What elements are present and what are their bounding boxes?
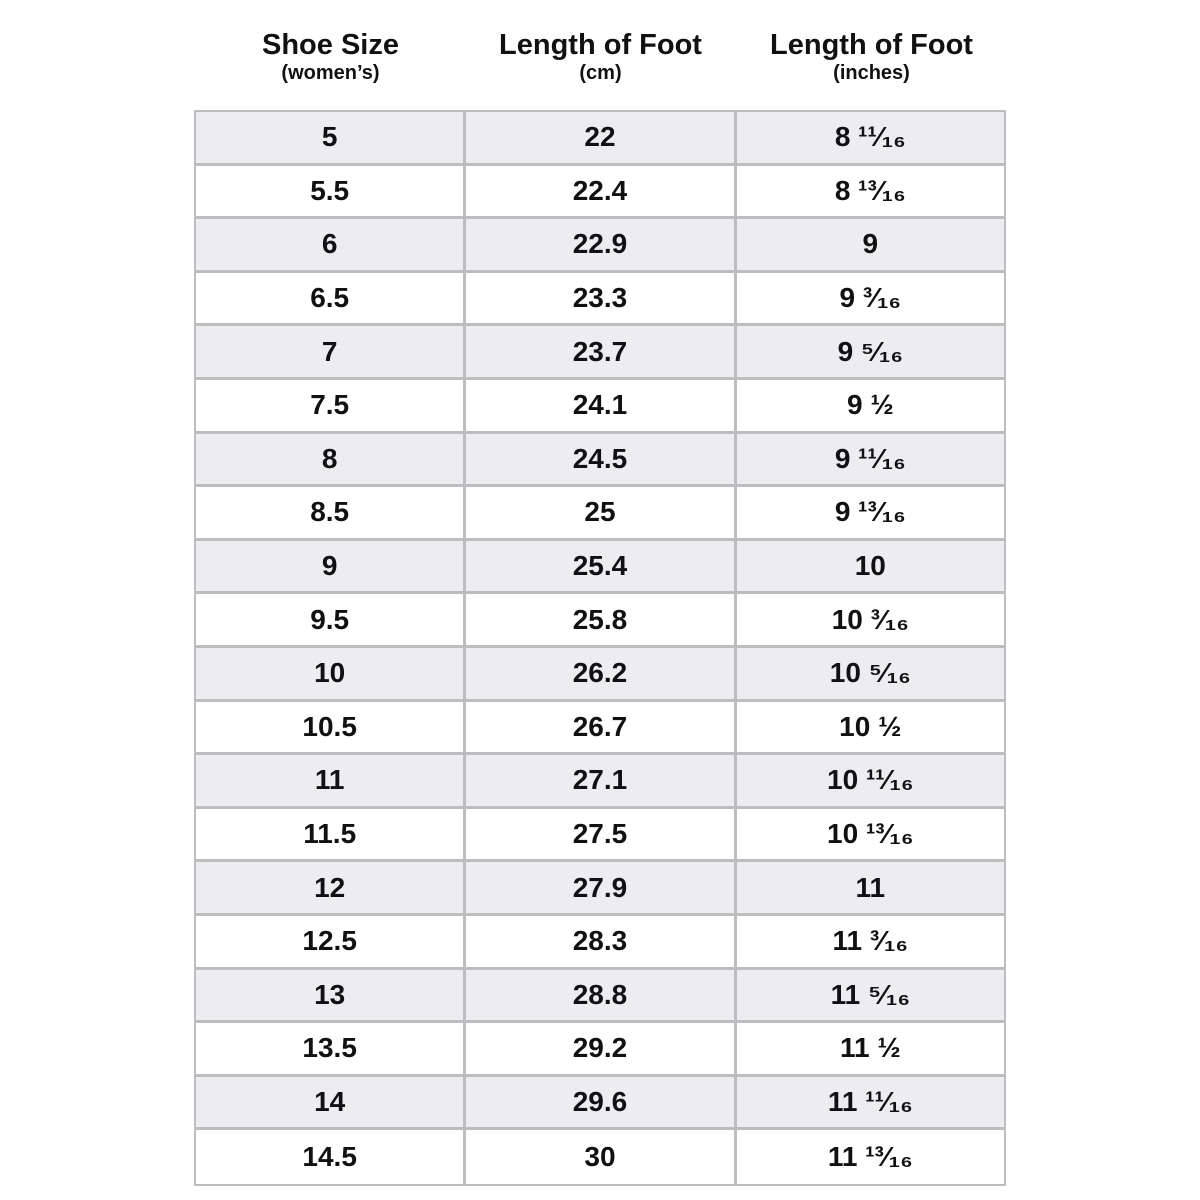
shoe-size-cell: 10 (196, 647, 464, 699)
length-cm-cell: 27.5 (463, 808, 734, 860)
table-row: 14.5 30 11 ¹³⁄₁₆ (196, 1130, 1004, 1184)
length-cm-cell: 24.5 (463, 433, 734, 485)
shoe-size-cell: 14.5 (196, 1130, 464, 1184)
length-cm-cell: 25.8 (463, 594, 734, 645)
length-inches-cell: 9 ⁵⁄₁₆ (733, 326, 1004, 377)
shoe-size-cell: 12 (196, 862, 464, 913)
length-cm-cell: 22 (463, 112, 734, 163)
length-inches-cell: 9 ³⁄₁₆ (733, 272, 1004, 324)
length-cm-cell: 26.2 (463, 647, 734, 699)
shoe-size-cell: 11 (196, 755, 464, 806)
shoe-size-cell: 8 (196, 433, 464, 485)
table-row: 13.5 29.2 11 ½ (196, 1023, 1004, 1077)
header-title: Length of Foot (499, 29, 702, 61)
shoe-size-cell: 6.5 (196, 272, 464, 324)
length-cm-cell: 22.9 (463, 219, 734, 270)
table-row: 5 22 8 ¹¹⁄₁₆ (196, 112, 1004, 166)
table-row: 6.5 23.3 9 ³⁄₁₆ (196, 272, 1004, 327)
table-row: 6 22.9 9 (196, 219, 1004, 273)
shoe-size-cell: 9.5 (196, 594, 464, 645)
length-cm-cell: 28.8 (463, 969, 734, 1021)
table-row: 7 23.7 9 ⁵⁄₁₆ (196, 326, 1004, 380)
length-cm-cell: 23.7 (463, 326, 734, 377)
length-inches-cell: 11 (733, 862, 1004, 913)
length-cm-cell: 29.6 (463, 1076, 734, 1128)
table-row: 9 25.4 10 (196, 540, 1004, 595)
header-shoe-size: Shoe Size (women’s) (195, 28, 466, 84)
shoe-size-cell: 11.5 (196, 808, 464, 860)
length-cm-cell: 30 (463, 1130, 734, 1184)
header-subtitle: (cm) (579, 62, 622, 84)
length-inches-cell: 9 (733, 219, 1004, 270)
shoe-size-cell: 10.5 (196, 701, 464, 753)
header-title: Shoe Size (262, 29, 399, 61)
length-inches-cell: 8 ¹¹⁄₁₆ (733, 112, 1004, 163)
shoe-size-cell: 9 (196, 540, 464, 592)
length-inches-cell: 9 ¹³⁄₁₆ (733, 487, 1004, 538)
length-cm-cell: 25.4 (463, 540, 734, 592)
length-cm-cell: 25 (463, 487, 734, 538)
length-inches-cell: 11 ½ (733, 1023, 1004, 1074)
table-row: 11 27.1 10 ¹¹⁄₁₆ (196, 755, 1004, 809)
shoe-size-cell: 7 (196, 326, 464, 377)
table-row: 12 27.9 11 (196, 862, 1004, 916)
header-title: Length of Foot (770, 29, 973, 61)
length-cm-cell: 27.9 (463, 862, 734, 913)
length-inches-cell: 9 ¹¹⁄₁₆ (733, 433, 1004, 485)
length-inches-cell: 10 (733, 540, 1004, 592)
header-subtitle: (inches) (833, 62, 910, 84)
shoe-size-cell: 8.5 (196, 487, 464, 538)
shoe-size-cell: 13.5 (196, 1023, 464, 1074)
length-inches-cell: 10 ³⁄₁₆ (733, 594, 1004, 645)
length-cm-cell: 26.7 (463, 701, 734, 753)
shoe-size-cell: 6 (196, 219, 464, 270)
header-subtitle: (women’s) (281, 62, 380, 84)
shoe-size-cell: 13 (196, 969, 464, 1021)
table-row: 7.5 24.1 9 ½ (196, 379, 1004, 434)
length-cm-cell: 22.4 (463, 165, 734, 217)
shoe-size-cell: 14 (196, 1076, 464, 1128)
table-row: 13 28.8 11 ⁵⁄₁₆ (196, 969, 1004, 1024)
table-row: 10 26.2 10 ⁵⁄₁₆ (196, 647, 1004, 702)
table-row: 12.5 28.3 11 ³⁄₁₆ (196, 915, 1004, 970)
table-row: 9.5 25.8 10 ³⁄₁₆ (196, 594, 1004, 648)
length-inches-cell: 11 ⁵⁄₁₆ (733, 969, 1004, 1021)
length-inches-cell: 10 ¹³⁄₁₆ (733, 808, 1004, 860)
length-inches-cell: 11 ³⁄₁₆ (733, 915, 1004, 967)
table-row: 14 29.6 11 ¹¹⁄₁₆ (196, 1076, 1004, 1131)
length-inches-cell: 10 ⁵⁄₁₆ (733, 647, 1004, 699)
length-inches-cell: 10 ¹¹⁄₁₆ (733, 755, 1004, 806)
table-row: 8.5 25 9 ¹³⁄₁₆ (196, 487, 1004, 541)
length-inches-cell: 11 ¹³⁄₁₆ (733, 1130, 1004, 1184)
shoe-size-cell: 12.5 (196, 915, 464, 967)
length-inches-cell: 11 ¹¹⁄₁₆ (733, 1076, 1004, 1128)
length-cm-cell: 29.2 (463, 1023, 734, 1074)
table-row: 11.5 27.5 10 ¹³⁄₁₆ (196, 808, 1004, 863)
length-cm-cell: 27.1 (463, 755, 734, 806)
header-length-cm: Length of Foot (cm) (465, 28, 736, 84)
header-length-inches: Length of Foot (inches) (736, 28, 1007, 84)
length-inches-cell: 8 ¹³⁄₁₆ (733, 165, 1004, 217)
size-table: 5 22 8 ¹¹⁄₁₆ 5.5 22.4 8 ¹³⁄₁₆ 6 22.9 9 6.5 23.3 9 ³… (194, 110, 1006, 1186)
length-inches-cell: 9 ½ (733, 379, 1004, 431)
table-row: 8 24.5 9 ¹¹⁄₁₆ (196, 433, 1004, 488)
table-row: 5.5 22.4 8 ¹³⁄₁₆ (196, 165, 1004, 220)
length-cm-cell: 23.3 (463, 272, 734, 324)
length-inches-cell: 10 ½ (733, 701, 1004, 753)
shoe-size-cell: 5 (196, 112, 464, 163)
length-cm-cell: 24.1 (463, 379, 734, 431)
table-row: 10.5 26.7 10 ½ (196, 701, 1004, 756)
length-cm-cell: 28.3 (463, 915, 734, 967)
shoe-size-cell: 5.5 (196, 165, 464, 217)
shoe-size-cell: 7.5 (196, 379, 464, 431)
